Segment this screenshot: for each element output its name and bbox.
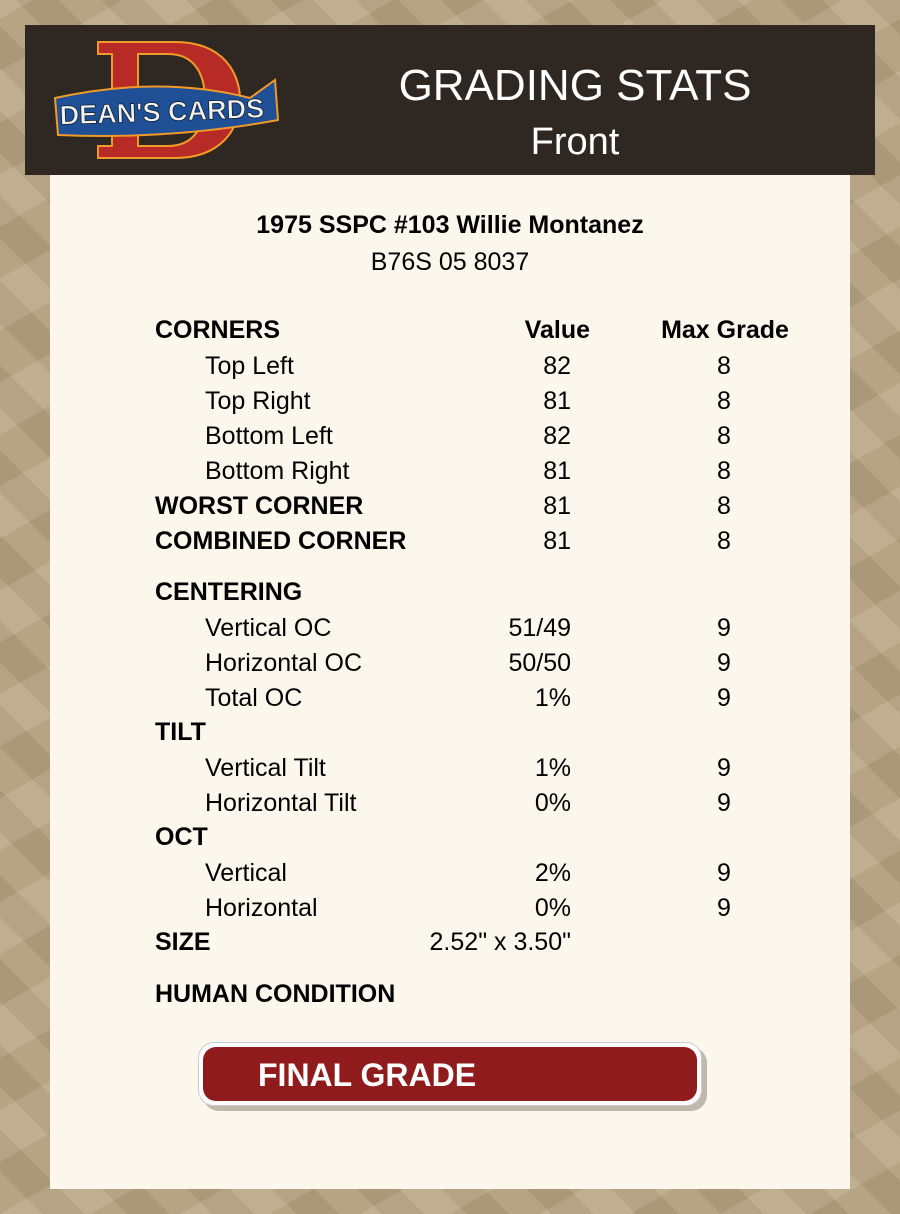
stat-row: OCT <box>0 823 900 855</box>
stat-value: 82 <box>543 422 571 450</box>
stat-row: COMBINED CORNER 81 8 <box>0 527 900 559</box>
stat-value: 81 <box>543 387 571 415</box>
stat-row: Bottom Left 82 8 <box>0 422 900 454</box>
stat-label: CENTERING <box>155 578 303 606</box>
stat-value: 81 <box>543 492 571 520</box>
stat-max-grade: 9 <box>717 789 731 817</box>
card-name: 1975 SSPC #103 Willie Montanez <box>256 211 644 239</box>
stat-label: CORNERS <box>155 316 281 344</box>
stat-max-grade: 9 <box>717 614 731 642</box>
stat-label: Vertical <box>205 859 287 887</box>
stat-row: Vertical 2% 9 <box>0 859 900 891</box>
stat-max-grade: 8 <box>717 352 731 380</box>
stat-value: 0% <box>534 894 571 922</box>
stat-label: Bottom Right <box>205 457 350 485</box>
stat-max-grade: 9 <box>717 649 731 677</box>
cert-number: B76S 05 8037 <box>370 248 530 276</box>
stat-row: Top Left 82 8 <box>0 352 900 384</box>
stat-value: 81 <box>543 457 571 485</box>
stat-row: Vertical Tilt 1% 9 <box>0 754 900 786</box>
stat-row: SIZE 2.52" x 3.50" <box>0 928 900 960</box>
stat-max-grade: 9 <box>717 754 731 782</box>
stat-row: Horizontal Tilt 0% 9 <box>0 789 900 821</box>
stat-max-grade: 9 <box>717 684 731 712</box>
stat-row: Top Right 81 8 <box>0 387 900 419</box>
stat-label: Top Left <box>205 352 294 380</box>
stat-value: 81 <box>543 527 571 555</box>
stat-label: WORST CORNER <box>155 492 364 520</box>
stat-row: HUMAN CONDITION <box>0 980 900 1012</box>
stat-value: 2.52" x 3.50" <box>429 928 571 956</box>
final-grade-label: FINAL GRADE <box>203 1047 697 1101</box>
stat-row: Horizontal 0% 9 <box>0 894 900 926</box>
stat-row: CORNERS Value Max Grade <box>0 316 900 348</box>
stat-value: 1% <box>534 754 571 782</box>
svg-text:DEAN'S CARDS: DEAN'S CARDS <box>59 93 264 130</box>
stat-value: 0% <box>534 789 571 817</box>
stat-label: Horizontal Tilt <box>205 789 357 817</box>
stat-max-grade: 9 <box>717 894 731 922</box>
stat-value: 51/49 <box>508 614 571 642</box>
stat-row: Bottom Right 81 8 <box>0 457 900 489</box>
stat-label: SIZE <box>155 928 211 956</box>
stat-value: 2% <box>534 859 571 887</box>
stat-row: Total OC 1% 9 <box>0 684 900 716</box>
value-column-header: Value <box>524 316 590 344</box>
stat-max-grade: 9 <box>717 859 731 887</box>
stat-max-grade: 8 <box>717 457 731 485</box>
stat-label: Horizontal OC <box>205 649 362 677</box>
stat-label: Vertical Tilt <box>205 754 326 782</box>
stats-panel <box>50 175 850 1189</box>
page-subtitle: Front <box>530 121 620 163</box>
stat-value: 1% <box>534 684 571 712</box>
page-title: GRADING STATS <box>398 61 752 110</box>
header-bar: DEAN'S CARDS GRADING STATS Front <box>25 25 875 175</box>
stat-label: COMBINED CORNER <box>155 527 407 555</box>
stat-label: Top Right <box>205 387 311 415</box>
stat-value: 50/50 <box>508 649 571 677</box>
stat-max-grade: 8 <box>717 527 731 555</box>
final-grade-button[interactable]: FINAL GRADE <box>198 1042 702 1106</box>
stat-max-grade: 8 <box>717 422 731 450</box>
stat-max-grade: 8 <box>717 492 731 520</box>
stat-label: Bottom Left <box>205 422 333 450</box>
stat-value: 82 <box>543 352 571 380</box>
stat-label: OCT <box>155 823 208 851</box>
stat-label: Total OC <box>205 684 303 712</box>
stat-row: CENTERING <box>0 578 900 610</box>
stat-row: WORST CORNER 81 8 <box>0 492 900 524</box>
stat-label: HUMAN CONDITION <box>155 980 396 1008</box>
stat-row: TILT <box>0 718 900 750</box>
stat-label: Vertical OC <box>205 614 332 642</box>
stat-row: Horizontal OC 50/50 9 <box>0 649 900 681</box>
stat-label: Horizontal <box>205 894 318 922</box>
stat-label: TILT <box>155 718 206 746</box>
deans-cards-logo: DEAN'S CARDS <box>53 41 280 159</box>
stat-max-grade: 8 <box>717 387 731 415</box>
stat-row: Vertical OC 51/49 9 <box>0 614 900 646</box>
max-grade-column-header: Max Grade <box>661 316 789 344</box>
